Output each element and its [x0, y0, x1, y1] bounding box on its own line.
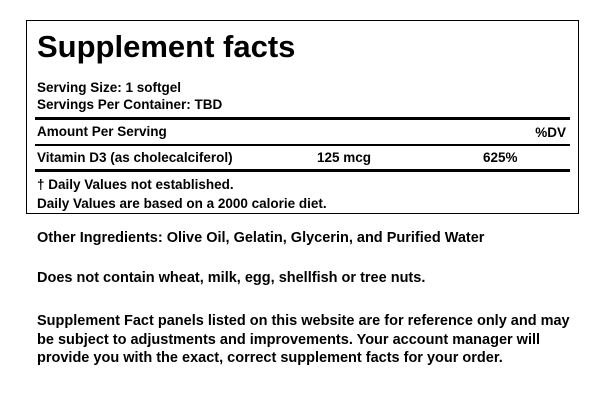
servings-per-container: Servings Per Container: TBD [37, 97, 223, 112]
panel-title: Supplement facts [37, 29, 296, 64]
nutrient-dv: 625% [483, 150, 518, 165]
note: Supplement Fact panels listed on this we… [37, 313, 570, 366]
nutrient-amount: 125 mcg [317, 150, 372, 165]
note: Other Ingredients: Olive Oil, Gelatin, G… [37, 230, 485, 246]
rule [35, 117, 570, 120]
footnote: † Daily Values not established. [37, 177, 234, 192]
rule [35, 144, 570, 146]
note: Does not contain wheat, milk, egg, shell… [37, 270, 426, 286]
amount-header: Amount Per Serving [37, 124, 167, 139]
facts-panel: Supplement facts Serving Size: 1 softgel… [26, 20, 579, 214]
dv-header: %DV [535, 125, 566, 140]
serving-size: Serving Size: 1 softgel [37, 80, 182, 95]
nutrient-name: Vitamin D3 (as cholecalciferol) [37, 150, 233, 165]
footnote: Daily Values are based on a 2000 calorie… [37, 196, 327, 211]
rule [35, 169, 570, 172]
